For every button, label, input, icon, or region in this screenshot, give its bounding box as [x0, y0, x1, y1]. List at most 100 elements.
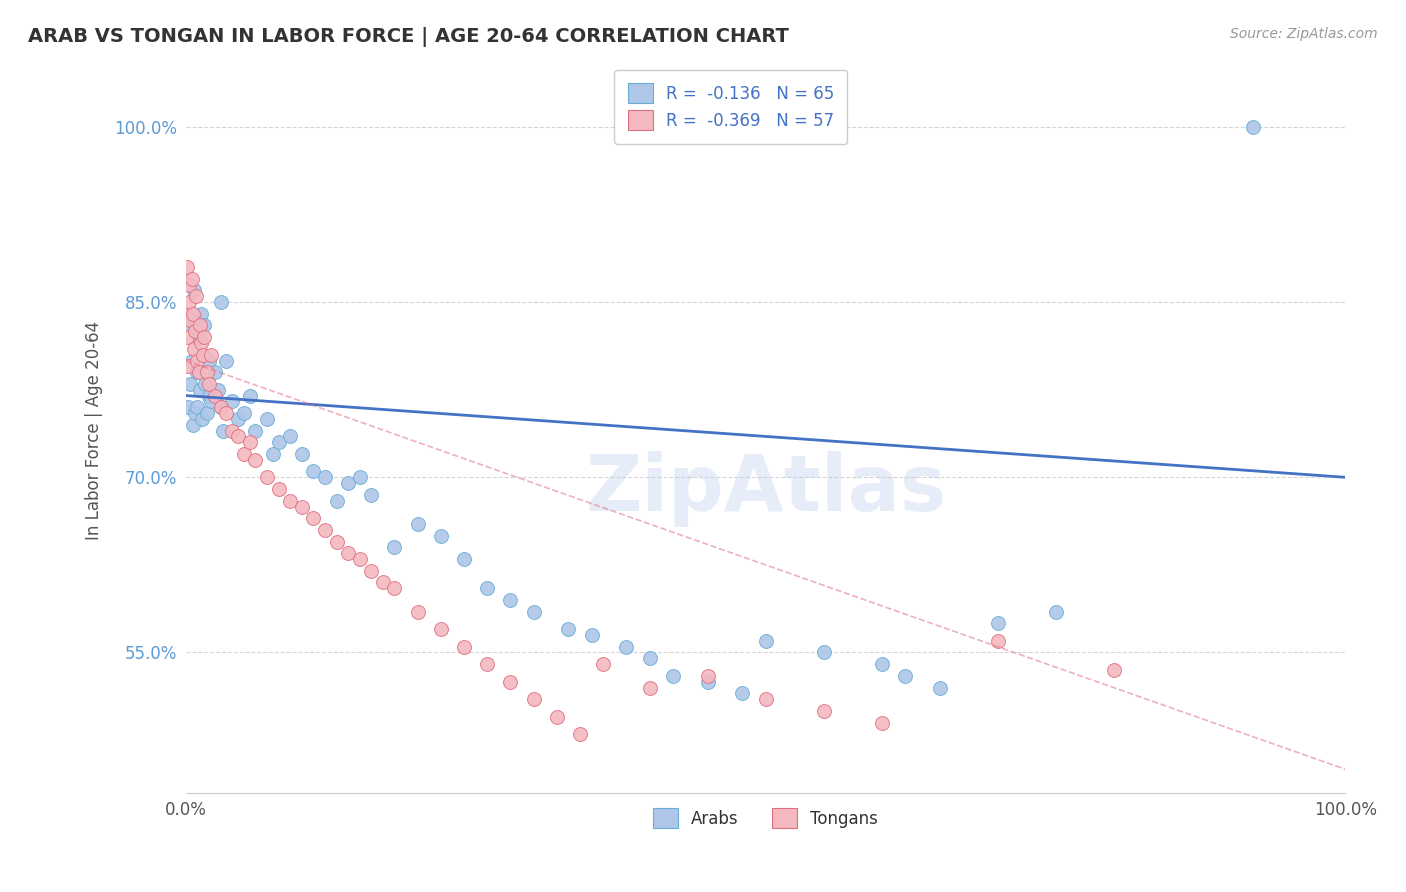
Point — [215, 353, 238, 368]
Point — [406, 516, 429, 531]
Text: Source: ZipAtlas.com: Source: ZipAtlas.com — [1230, 27, 1378, 41]
Point — [696, 669, 718, 683]
Point — [302, 465, 325, 479]
Point — [176, 307, 198, 321]
Point — [870, 715, 893, 730]
Point — [187, 365, 209, 379]
Point — [1045, 605, 1067, 619]
Point — [190, 307, 212, 321]
Point — [325, 534, 347, 549]
Point — [453, 552, 475, 566]
Point — [893, 669, 915, 683]
Legend: Arabs, Tongans: Arabs, Tongans — [647, 801, 884, 835]
Point — [499, 593, 522, 607]
Point — [291, 500, 314, 514]
Point — [453, 640, 475, 654]
Text: ARAB VS TONGAN IN LABOR FORCE | AGE 20-64 CORRELATION CHART: ARAB VS TONGAN IN LABOR FORCE | AGE 20-6… — [28, 27, 789, 46]
Point — [207, 383, 229, 397]
Point — [200, 394, 222, 409]
Point — [291, 447, 314, 461]
Point — [557, 622, 579, 636]
Point — [430, 529, 453, 543]
Point — [638, 681, 661, 695]
Point — [179, 376, 201, 391]
Point — [256, 470, 278, 484]
Point — [245, 452, 267, 467]
Point — [181, 417, 204, 432]
Point — [193, 318, 215, 333]
Point — [177, 359, 200, 374]
Point — [662, 669, 685, 683]
Point — [191, 348, 214, 362]
Point — [204, 365, 226, 379]
Point — [813, 646, 835, 660]
Point — [278, 429, 301, 443]
Text: ZipAtlas: ZipAtlas — [585, 450, 946, 526]
Point — [176, 330, 198, 344]
Point — [696, 674, 718, 689]
Point — [177, 401, 200, 415]
Point — [1102, 663, 1125, 677]
Point — [198, 388, 221, 402]
Point — [581, 628, 603, 642]
Point — [238, 388, 260, 402]
Point — [349, 470, 371, 484]
Point — [226, 412, 249, 426]
Point — [314, 470, 336, 484]
Point — [191, 348, 214, 362]
Point — [302, 511, 325, 525]
Point — [262, 447, 284, 461]
Point — [238, 435, 260, 450]
Point — [176, 260, 198, 274]
Point — [198, 353, 221, 368]
Point — [477, 581, 499, 595]
Point — [755, 692, 778, 706]
Point — [278, 493, 301, 508]
Point — [181, 307, 204, 321]
Point — [384, 581, 406, 595]
Point — [499, 674, 522, 689]
Point — [226, 429, 249, 443]
Point — [180, 272, 202, 286]
Point — [360, 564, 382, 578]
Point — [190, 336, 212, 351]
Point — [186, 353, 208, 368]
Point — [477, 657, 499, 672]
Point — [200, 348, 222, 362]
Point — [870, 657, 893, 672]
Point — [177, 277, 200, 292]
Point — [232, 447, 254, 461]
Point — [186, 312, 208, 326]
Point — [986, 633, 1008, 648]
Point — [546, 710, 568, 724]
Point — [221, 424, 243, 438]
Point — [430, 622, 453, 636]
Point — [813, 704, 835, 718]
Point — [187, 330, 209, 344]
Point — [204, 388, 226, 402]
Point — [337, 476, 360, 491]
Point — [184, 324, 207, 338]
Point — [755, 633, 778, 648]
Point — [184, 406, 207, 420]
Point — [384, 541, 406, 555]
Point — [1241, 120, 1264, 134]
Point — [194, 376, 217, 391]
Point — [523, 692, 546, 706]
Point — [569, 727, 592, 741]
Point — [337, 546, 360, 560]
Point — [186, 365, 208, 379]
Point — [616, 640, 638, 654]
Point — [731, 686, 754, 700]
Point — [215, 406, 238, 420]
Point — [179, 318, 201, 333]
Point — [209, 295, 232, 310]
Point — [209, 401, 232, 415]
Point — [638, 651, 661, 665]
Point — [195, 406, 218, 420]
Point — [179, 312, 201, 326]
Point — [186, 289, 208, 303]
Point — [928, 681, 950, 695]
Point — [360, 488, 382, 502]
Point — [523, 605, 546, 619]
